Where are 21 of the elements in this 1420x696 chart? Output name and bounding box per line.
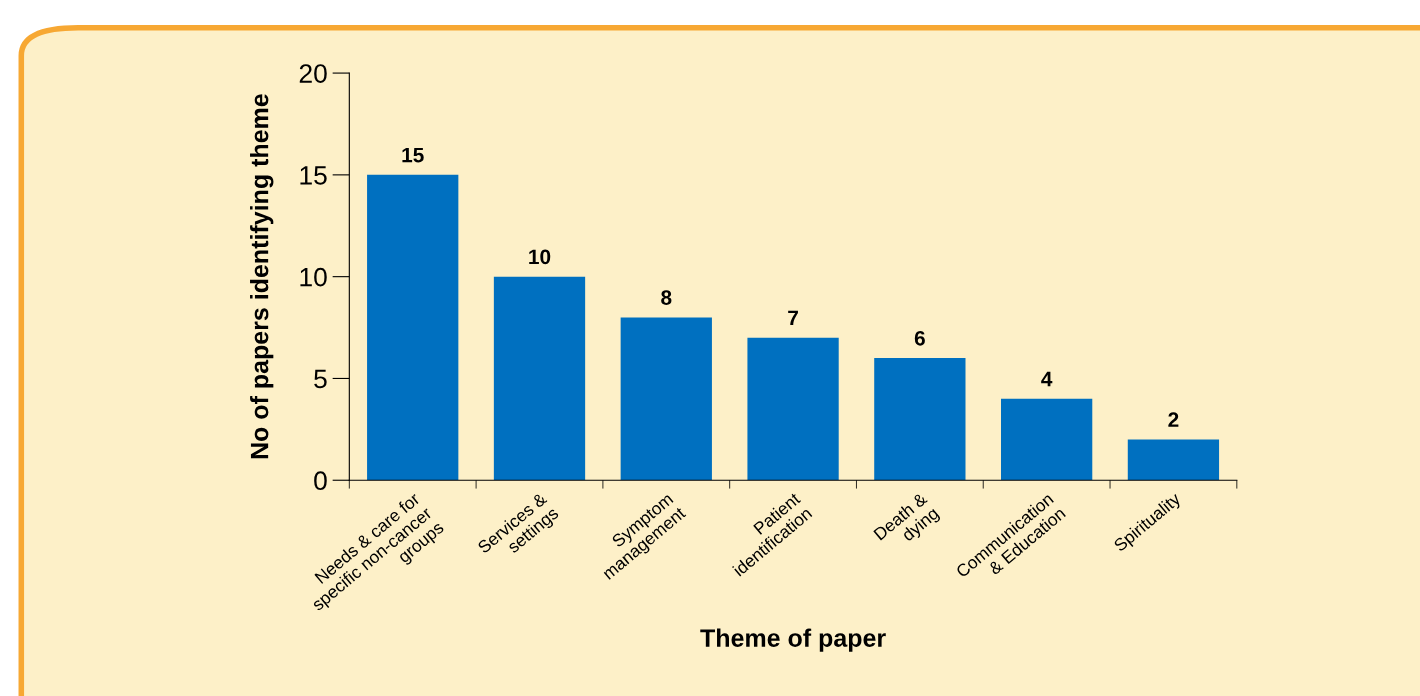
x-axis-title: Theme of paper bbox=[700, 628, 886, 652]
data-label: 10 bbox=[529, 249, 551, 265]
y-tick-label: 15 bbox=[300, 166, 327, 185]
y-axis-title: No of papers identifying theme bbox=[250, 94, 274, 459]
data-label: 7 bbox=[788, 310, 798, 326]
bar bbox=[620, 317, 712, 481]
data-label: 2 bbox=[1168, 412, 1179, 427]
bar bbox=[493, 276, 586, 481]
y-tick-label: 10 bbox=[300, 267, 327, 287]
bar bbox=[367, 174, 459, 481]
bar bbox=[1127, 439, 1220, 481]
y-tick-label: 0 bbox=[314, 471, 327, 491]
data-label: 4 bbox=[1041, 371, 1053, 387]
bar bbox=[747, 337, 839, 481]
data-label: 8 bbox=[661, 290, 672, 305]
data-label: 15 bbox=[402, 147, 424, 163]
bar bbox=[1001, 398, 1093, 481]
y-tick-label: 20 bbox=[299, 64, 327, 83]
bar bbox=[874, 358, 966, 481]
y-tick-label: 5 bbox=[314, 369, 327, 389]
data-label: 6 bbox=[914, 330, 925, 346]
